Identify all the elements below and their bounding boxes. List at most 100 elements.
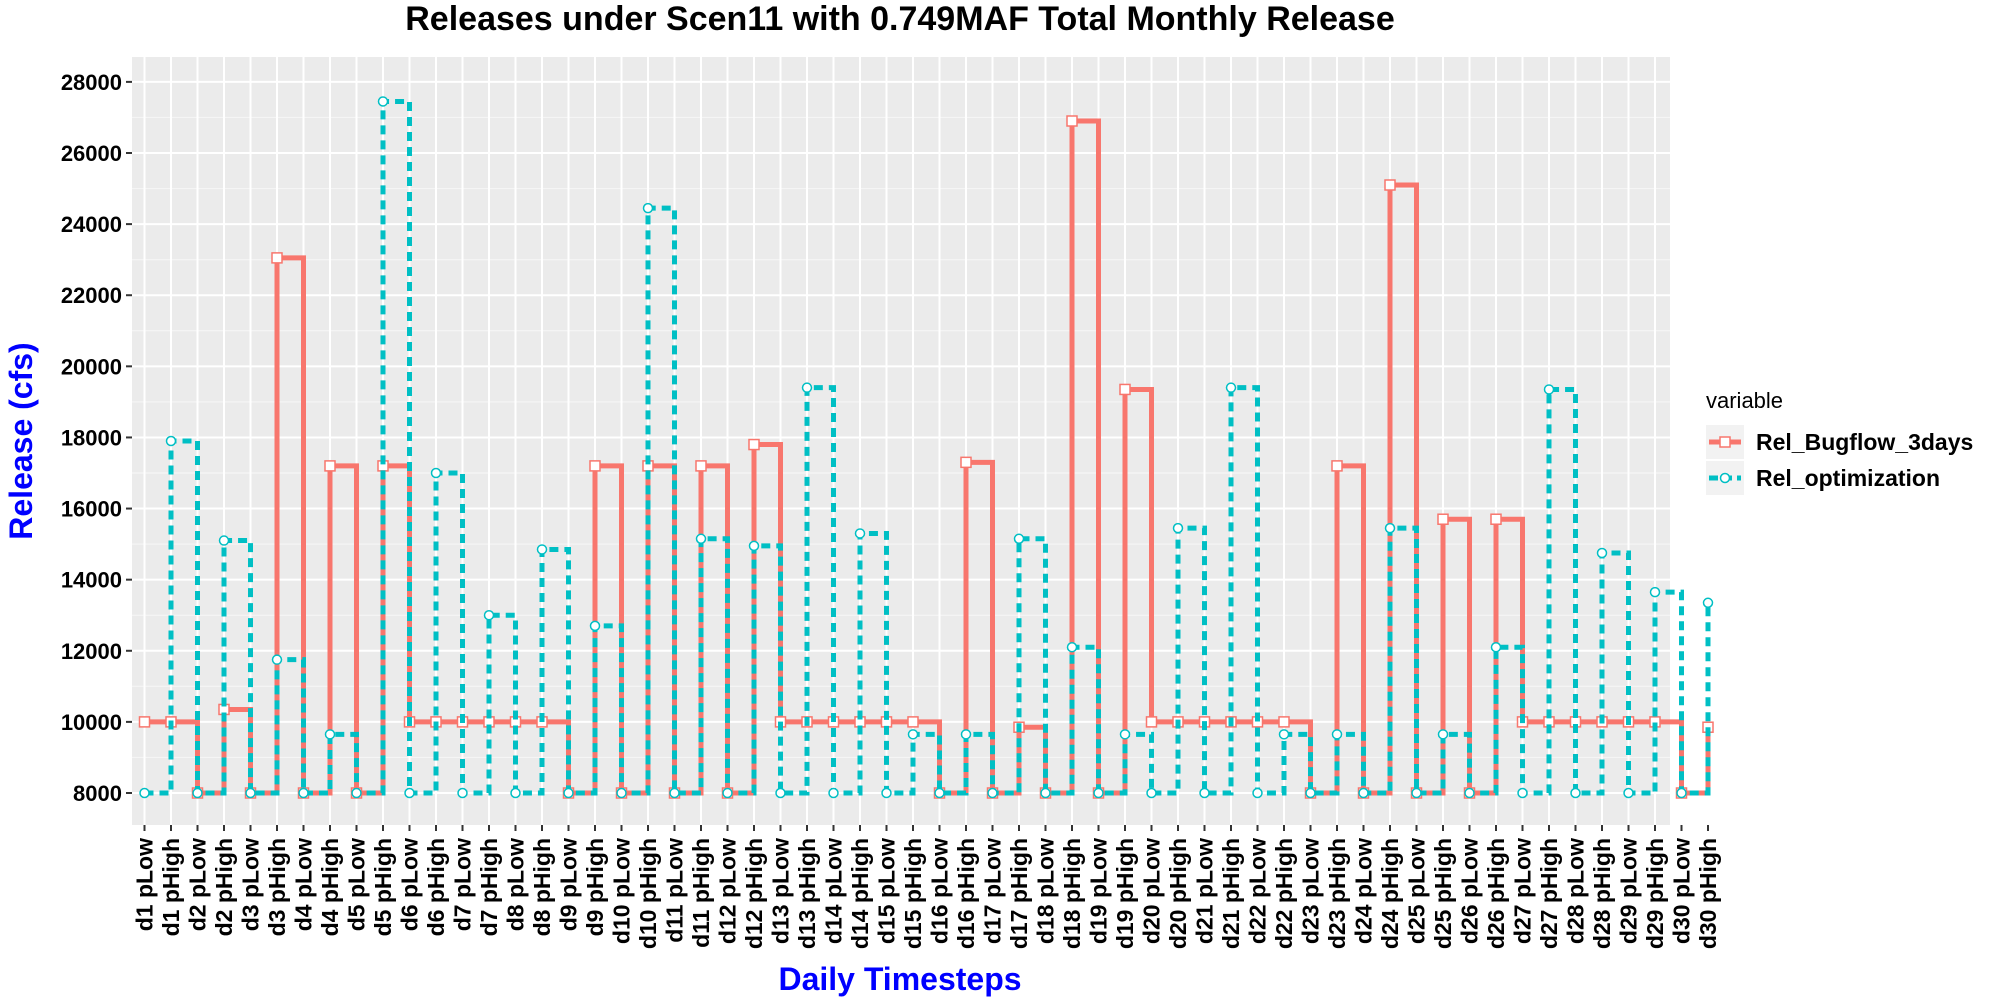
data-point <box>1305 787 1316 799</box>
data-point <box>1278 729 1290 740</box>
x-tick-label: d13 pHigh <box>794 838 820 949</box>
chart-title: Releases under Scen11 with 0.749MAF Tota… <box>405 0 1395 38</box>
data-point <box>695 460 707 472</box>
x-tick-label: d14 pHigh <box>847 838 873 949</box>
data-point <box>1437 729 1449 740</box>
series-Rel_optimization <box>139 96 1714 799</box>
x-tick-label: d1 pLow <box>132 838 158 931</box>
data-point <box>1331 729 1343 740</box>
x-tick-label: d3 pHigh <box>264 838 290 936</box>
data-point <box>165 435 177 447</box>
x-tick-label: d23 pLow <box>1298 838 1324 944</box>
data-point <box>642 202 654 214</box>
data-point <box>457 787 468 799</box>
x-tick-label: d20 pLow <box>1139 838 1165 944</box>
x-tick-label: d5 pHigh <box>370 838 396 936</box>
x-tick-label: d7 pLow <box>450 838 476 931</box>
x-tick-label: d2 pLow <box>185 838 211 931</box>
data-point <box>1384 522 1396 534</box>
data-point <box>1066 115 1078 127</box>
data-point <box>510 787 521 799</box>
x-tick-label: d12 pHigh <box>741 838 767 949</box>
data-point <box>377 96 389 107</box>
x-tick-label: d11 pLow <box>662 838 688 943</box>
x-tick-label: d25 pLow <box>1404 838 1430 944</box>
x-tick-label: d4 pHigh <box>317 838 343 936</box>
data-point <box>907 716 919 728</box>
data-point <box>960 456 972 469</box>
data-point <box>1490 641 1502 653</box>
x-tick-label: d6 pHigh <box>423 838 449 936</box>
data-point <box>1013 533 1025 545</box>
x-tick-label: d5 pLow <box>344 838 370 931</box>
x-tick-label: d26 pHigh <box>1483 838 1509 949</box>
x-tick-label: d25 pHigh <box>1430 838 1456 949</box>
x-tick-label: d26 pLow <box>1457 838 1483 944</box>
y-tick-label: 12000 <box>61 639 122 664</box>
x-tick-label: d9 pHigh <box>582 838 608 936</box>
plot-panel <box>132 57 1670 825</box>
x-tick-label: d16 pLow <box>927 838 953 944</box>
data-point <box>1411 787 1422 799</box>
data-point <box>589 460 601 472</box>
data-point <box>1172 522 1184 534</box>
x-axis: d1 pLow d1 pHigh d2 pLow d2 pHigh d3 pLow d3 … <box>132 825 1721 949</box>
data-point <box>430 467 442 479</box>
data-point <box>271 654 283 665</box>
y-tick-label: 24000 <box>61 212 122 237</box>
x-tick-label: d15 pLow <box>874 838 900 944</box>
y-axis: 8000 10000 12000 14000 16000 18000 20000 22000 2… <box>61 70 132 806</box>
x-tick-label: d9 pLow <box>556 838 582 931</box>
y-tick-label: 10000 <box>61 710 122 735</box>
data-point <box>1358 787 1369 799</box>
data-point <box>1252 787 1263 799</box>
x-tick-label: d17 pLow <box>980 838 1006 944</box>
data-point <box>828 787 839 799</box>
data-point <box>987 787 998 799</box>
data-point <box>854 528 866 539</box>
x-tick-label: d18 pHigh <box>1059 838 1085 949</box>
x-tick-label: d21 pHigh <box>1218 838 1244 949</box>
data-point <box>934 787 945 799</box>
x-tick-label: d16 pHigh <box>953 838 979 949</box>
x-tick-label: d22 pLow <box>1245 838 1271 944</box>
x-tick-label: d11 pHigh <box>688 838 714 948</box>
x-tick-label: d28 pLow <box>1563 838 1589 944</box>
data-point <box>1093 787 1104 799</box>
data-point <box>245 787 256 799</box>
data-point <box>1437 513 1449 525</box>
x-tick-label: d3 pLow <box>238 838 264 931</box>
y-tick-label: 22000 <box>61 283 122 308</box>
x-tick-label: d29 pHigh <box>1642 838 1668 949</box>
data-point <box>748 438 760 451</box>
x-tick-label: d29 pLow <box>1616 838 1642 944</box>
legend-label: Rel_Bugflow_3days <box>1756 429 1973 455</box>
data-point <box>722 787 733 799</box>
data-point <box>218 535 230 546</box>
data-point <box>695 533 707 545</box>
data-point <box>1490 513 1502 525</box>
x-tick-label: d8 pHigh <box>529 838 555 936</box>
data-point <box>1331 460 1343 472</box>
data-point <box>1570 787 1581 799</box>
data-point <box>351 787 362 799</box>
x-tick-label: d23 pHigh <box>1324 838 1350 949</box>
data-point <box>536 544 548 555</box>
x-tick-label: d8 pLow <box>503 838 529 931</box>
data-point <box>1543 384 1555 395</box>
data-point <box>324 460 336 472</box>
x-tick-label: d13 pLow <box>768 838 794 944</box>
x-tick-label: d14 pLow <box>821 838 847 944</box>
legend-key-marker <box>1719 436 1731 448</box>
data-point <box>960 729 972 740</box>
series-line <box>144 98 1711 796</box>
y-axis-label: Release (cfs) <box>3 342 39 539</box>
data-point <box>748 540 760 552</box>
x-tick-label: d19 pLow <box>1086 838 1112 944</box>
data-point <box>1199 787 1210 799</box>
y-tick-label: 26000 <box>61 141 122 166</box>
x-tick-label: d28 pHigh <box>1589 838 1615 949</box>
data-point <box>1596 547 1608 559</box>
x-tick-label: d24 pLow <box>1351 838 1377 944</box>
